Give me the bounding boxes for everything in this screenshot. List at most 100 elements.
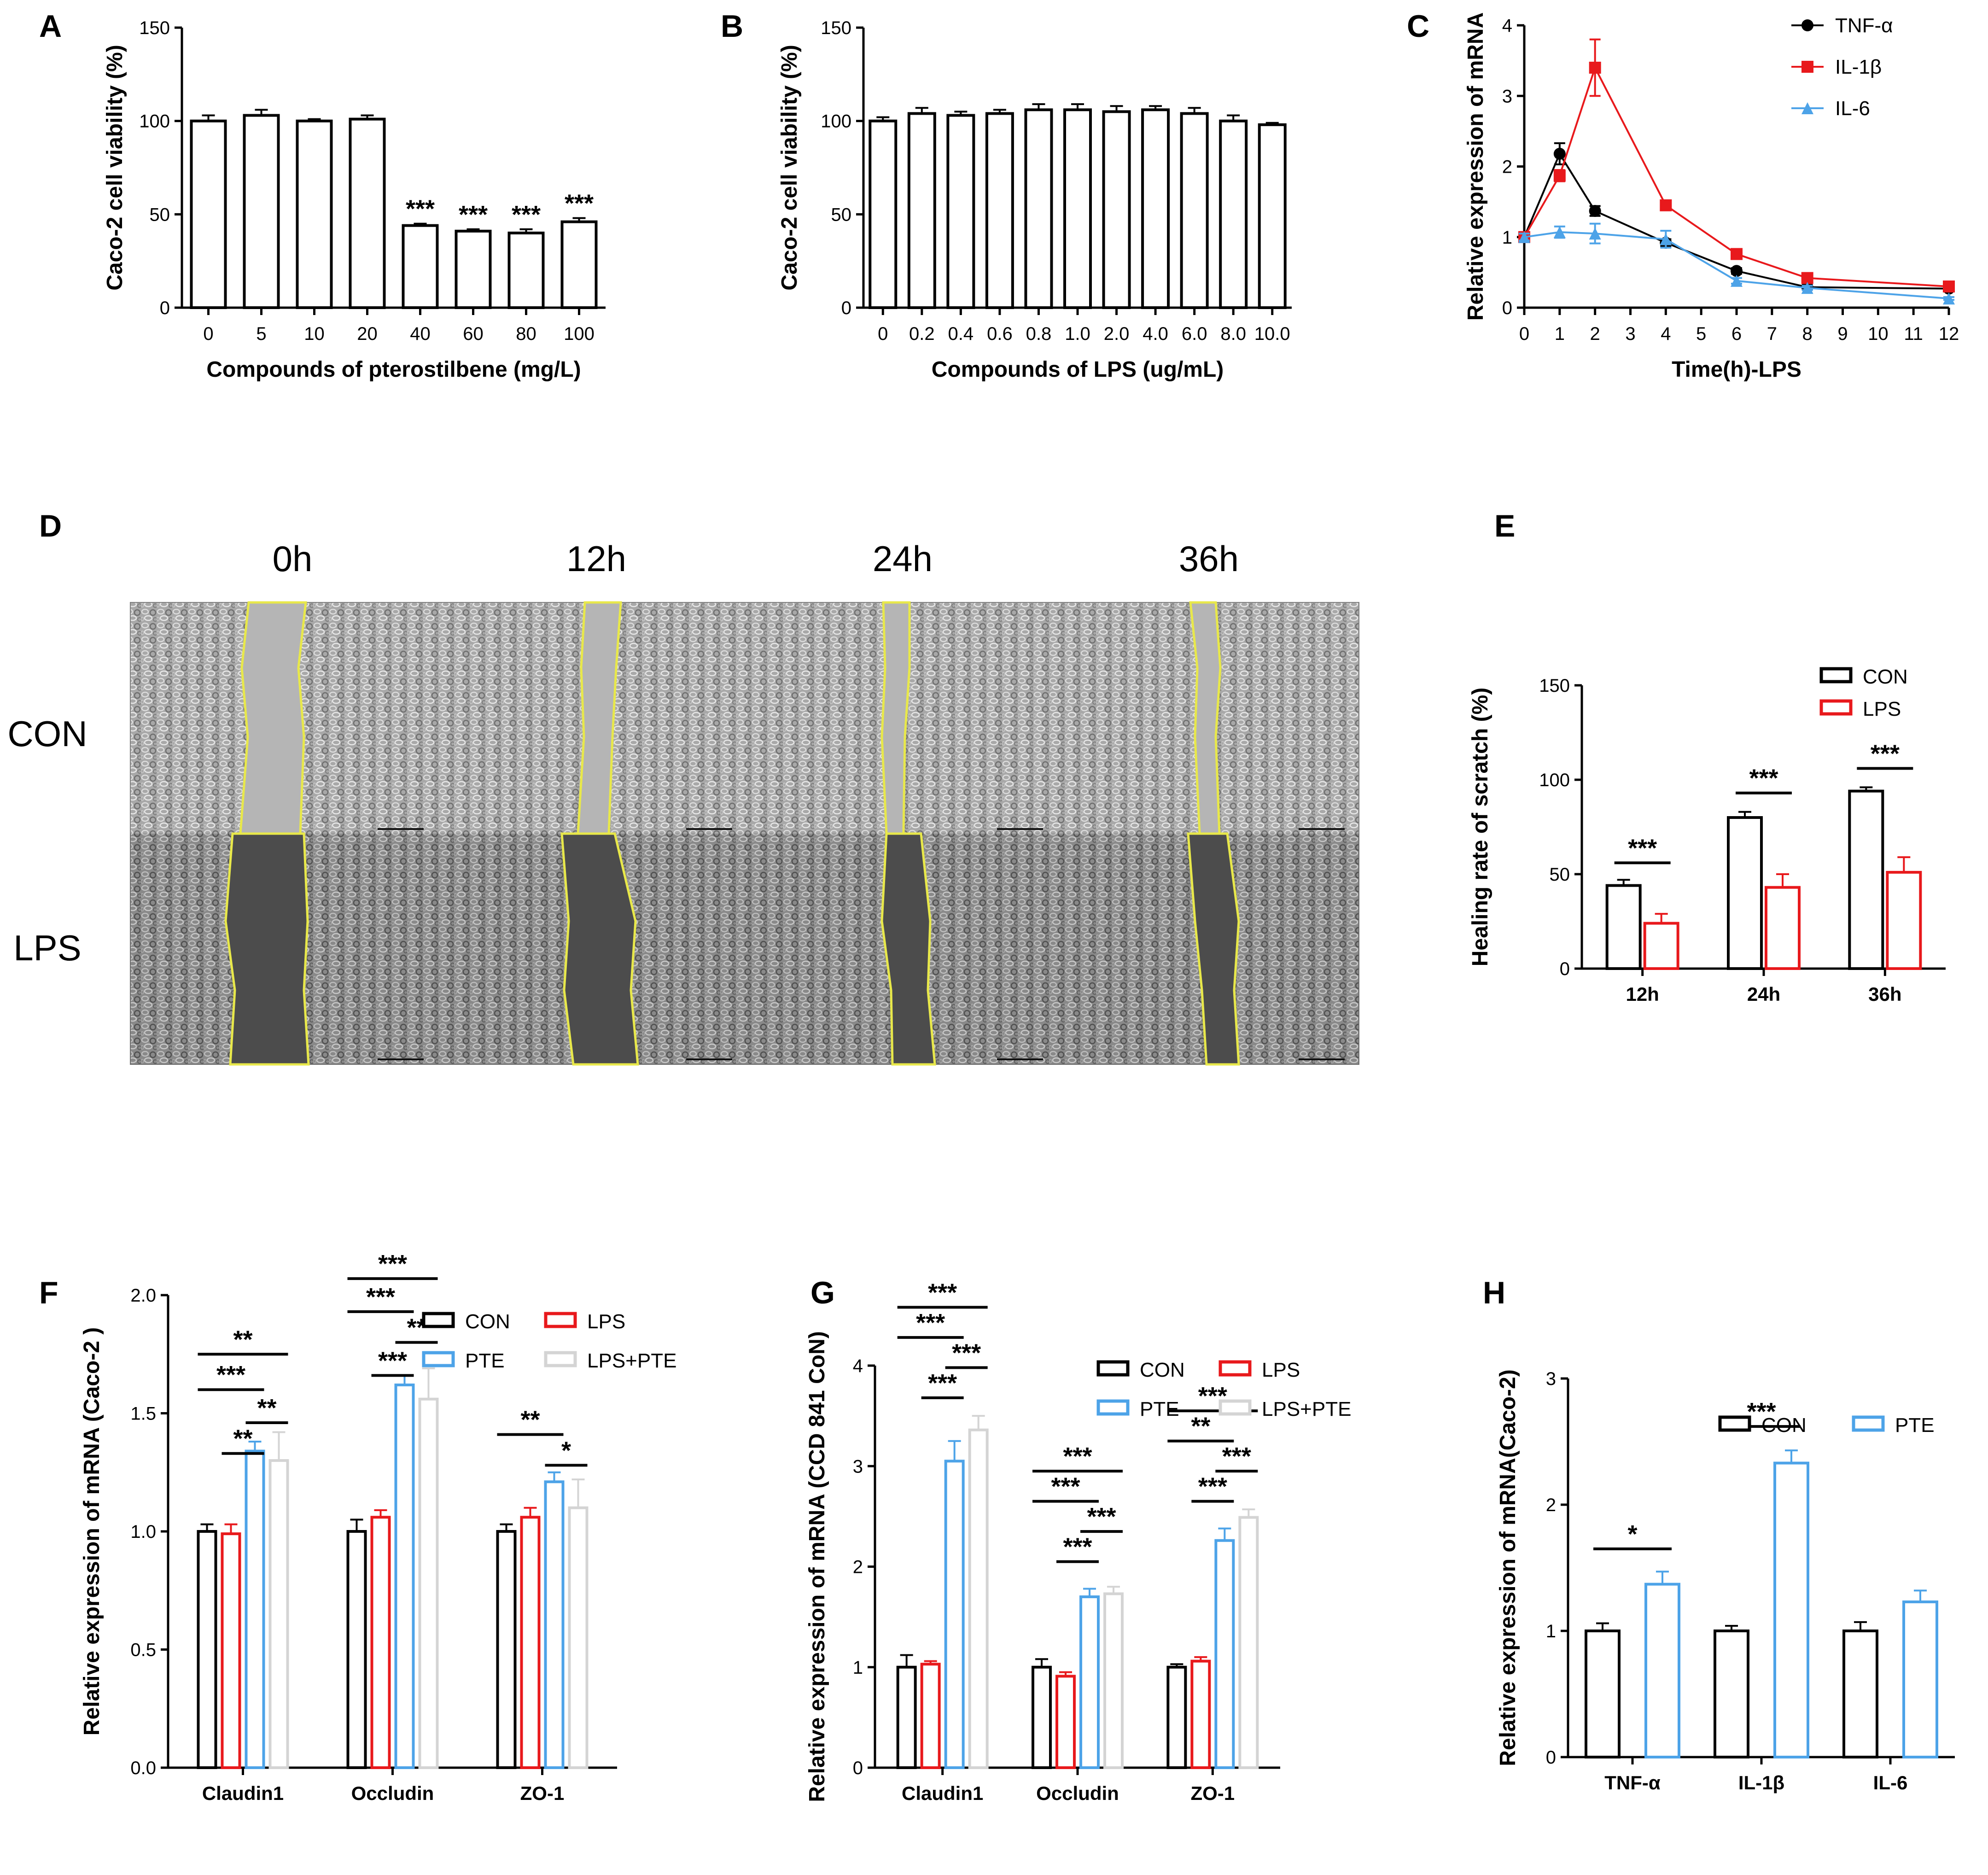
significance-label: *: [561, 1437, 571, 1464]
marker-square: [1731, 248, 1743, 260]
panel-letter-b: B: [721, 9, 743, 44]
chart-a-pterostilbene-viability: 0 50 100 150 0 5 10 20 40 60 80 100 *** *** *** *** Comp…: [103, 18, 606, 382]
x-axis-title: Compounds of LPS (ug/mL): [932, 357, 1224, 382]
marker-triangle: [1518, 231, 1530, 243]
bar: [1848, 789, 1884, 970]
significance-label: **: [257, 1394, 276, 1422]
lps-0h-scratch: [224, 832, 310, 1066]
panel-letter-f: F: [39, 1275, 58, 1310]
legend-swatch: [422, 1312, 455, 1328]
x-tick-label: 4.0: [1143, 324, 1168, 344]
bar: [1024, 108, 1053, 309]
lps-12h-scratch: [560, 832, 639, 1066]
bar: [1714, 1630, 1749, 1758]
bar: [1765, 886, 1801, 970]
y-axis-title: Relative expression of mRNA (Caco-2 ): [80, 1327, 104, 1735]
marker-square: [1801, 61, 1813, 73]
y-axis-title: Relative expression of mRNA: [1463, 12, 1488, 321]
legend-label: CON: [1140, 1359, 1185, 1381]
significance-label: **: [233, 1326, 252, 1353]
x-tick-label: 12h: [1626, 983, 1659, 1005]
x-tick-label: 0: [1519, 324, 1529, 344]
y-tick-label: 3: [1502, 86, 1512, 106]
y-tick-label: 50: [831, 204, 852, 225]
legend-swatch: [1096, 1360, 1130, 1377]
bar: [197, 1530, 217, 1769]
bar: [896, 1665, 917, 1769]
bar: [402, 224, 439, 309]
bar: [1643, 922, 1679, 970]
bar: [394, 1383, 415, 1769]
significance-label: ***: [459, 201, 488, 228]
marker-triangle: [1660, 233, 1672, 245]
legend-label: PTE: [465, 1349, 505, 1372]
y-tick-label: 150: [821, 18, 851, 38]
marker-triangle: [1943, 292, 1955, 305]
bar: [346, 1530, 367, 1769]
bar: [1079, 1595, 1100, 1770]
bar: [1258, 123, 1287, 309]
x-tick-label: Occludin: [1036, 1782, 1119, 1804]
significance-label: ***: [1222, 1443, 1251, 1470]
y-tick-label: 0: [1502, 298, 1512, 318]
bar: [1886, 870, 1922, 970]
x-tick-label: 7: [1767, 324, 1777, 344]
x-tick-label: 0.6: [987, 324, 1013, 344]
legend-label: LPS: [587, 1310, 625, 1333]
scratch-micrograph: [130, 601, 1359, 1066]
bar: [944, 1460, 965, 1769]
y-tick-label: 0: [1560, 959, 1570, 979]
y-tick-label: 4: [853, 1356, 863, 1376]
bar: [946, 114, 975, 310]
legend-label: PTE: [1895, 1414, 1935, 1437]
x-tick-label: 0.8: [1026, 324, 1052, 344]
y-tick-label: 1.5: [130, 1404, 156, 1424]
con-0h-scratch: [239, 601, 307, 835]
marker-circle: [1731, 265, 1743, 277]
marker-triangle: [1801, 102, 1813, 114]
significance-label: ***: [216, 1361, 245, 1389]
y-tick-label: 3: [853, 1456, 863, 1477]
bar: [1103, 1592, 1124, 1769]
significance-label: ***: [952, 1339, 981, 1367]
bar: [544, 1480, 565, 1769]
x-tick-label: Claudin1: [902, 1782, 983, 1804]
x-tick-label: 2.0: [1104, 324, 1130, 344]
bar: [1773, 1461, 1809, 1759]
significance-label: **: [1191, 1413, 1210, 1440]
y-tick-label: 1.0: [130, 1522, 156, 1542]
chart-b-lps-viability: 0 50 100 150 0 0.2 0.4 0.6 0.8 1.0 2.0 4.0 6.0 8.0 10.…: [777, 18, 1292, 382]
panel-letter-e: E: [1494, 508, 1515, 543]
bar: [296, 119, 333, 309]
bar: [268, 1459, 289, 1770]
significance-label: *: [1627, 1520, 1637, 1548]
significance-label: **: [520, 1406, 540, 1434]
y-axis-title: Healing rate of scratch (%): [1468, 688, 1492, 966]
bar: [370, 1516, 391, 1769]
bar: [1219, 119, 1248, 309]
bar: [418, 1397, 439, 1769]
significance-label: ***: [512, 201, 541, 228]
y-tick-label: 0: [853, 1758, 863, 1778]
x-tick-label: 5: [256, 324, 266, 344]
bar: [1238, 1516, 1259, 1770]
significance-label: ***: [1063, 1533, 1092, 1561]
bar: [985, 112, 1014, 309]
legend-swatch: [1096, 1399, 1130, 1416]
bar: [455, 229, 492, 309]
row-label-con: CON: [7, 713, 87, 754]
marker-triangle: [1731, 275, 1743, 287]
panel-letter-h: H: [1483, 1275, 1505, 1310]
panel-letter-a: A: [39, 9, 62, 44]
micrograph-bottom-row: [130, 834, 1359, 1064]
significance-label: **: [233, 1425, 252, 1453]
x-tick-label: 5: [1696, 324, 1706, 344]
significance-label: ***: [1871, 740, 1900, 767]
micrograph-image: [130, 602, 1359, 1065]
legend-label: PTE: [1140, 1398, 1179, 1420]
x-tick-label: 10: [304, 324, 325, 344]
bar: [1585, 1630, 1621, 1758]
y-tick-label: 0: [1546, 1747, 1556, 1768]
